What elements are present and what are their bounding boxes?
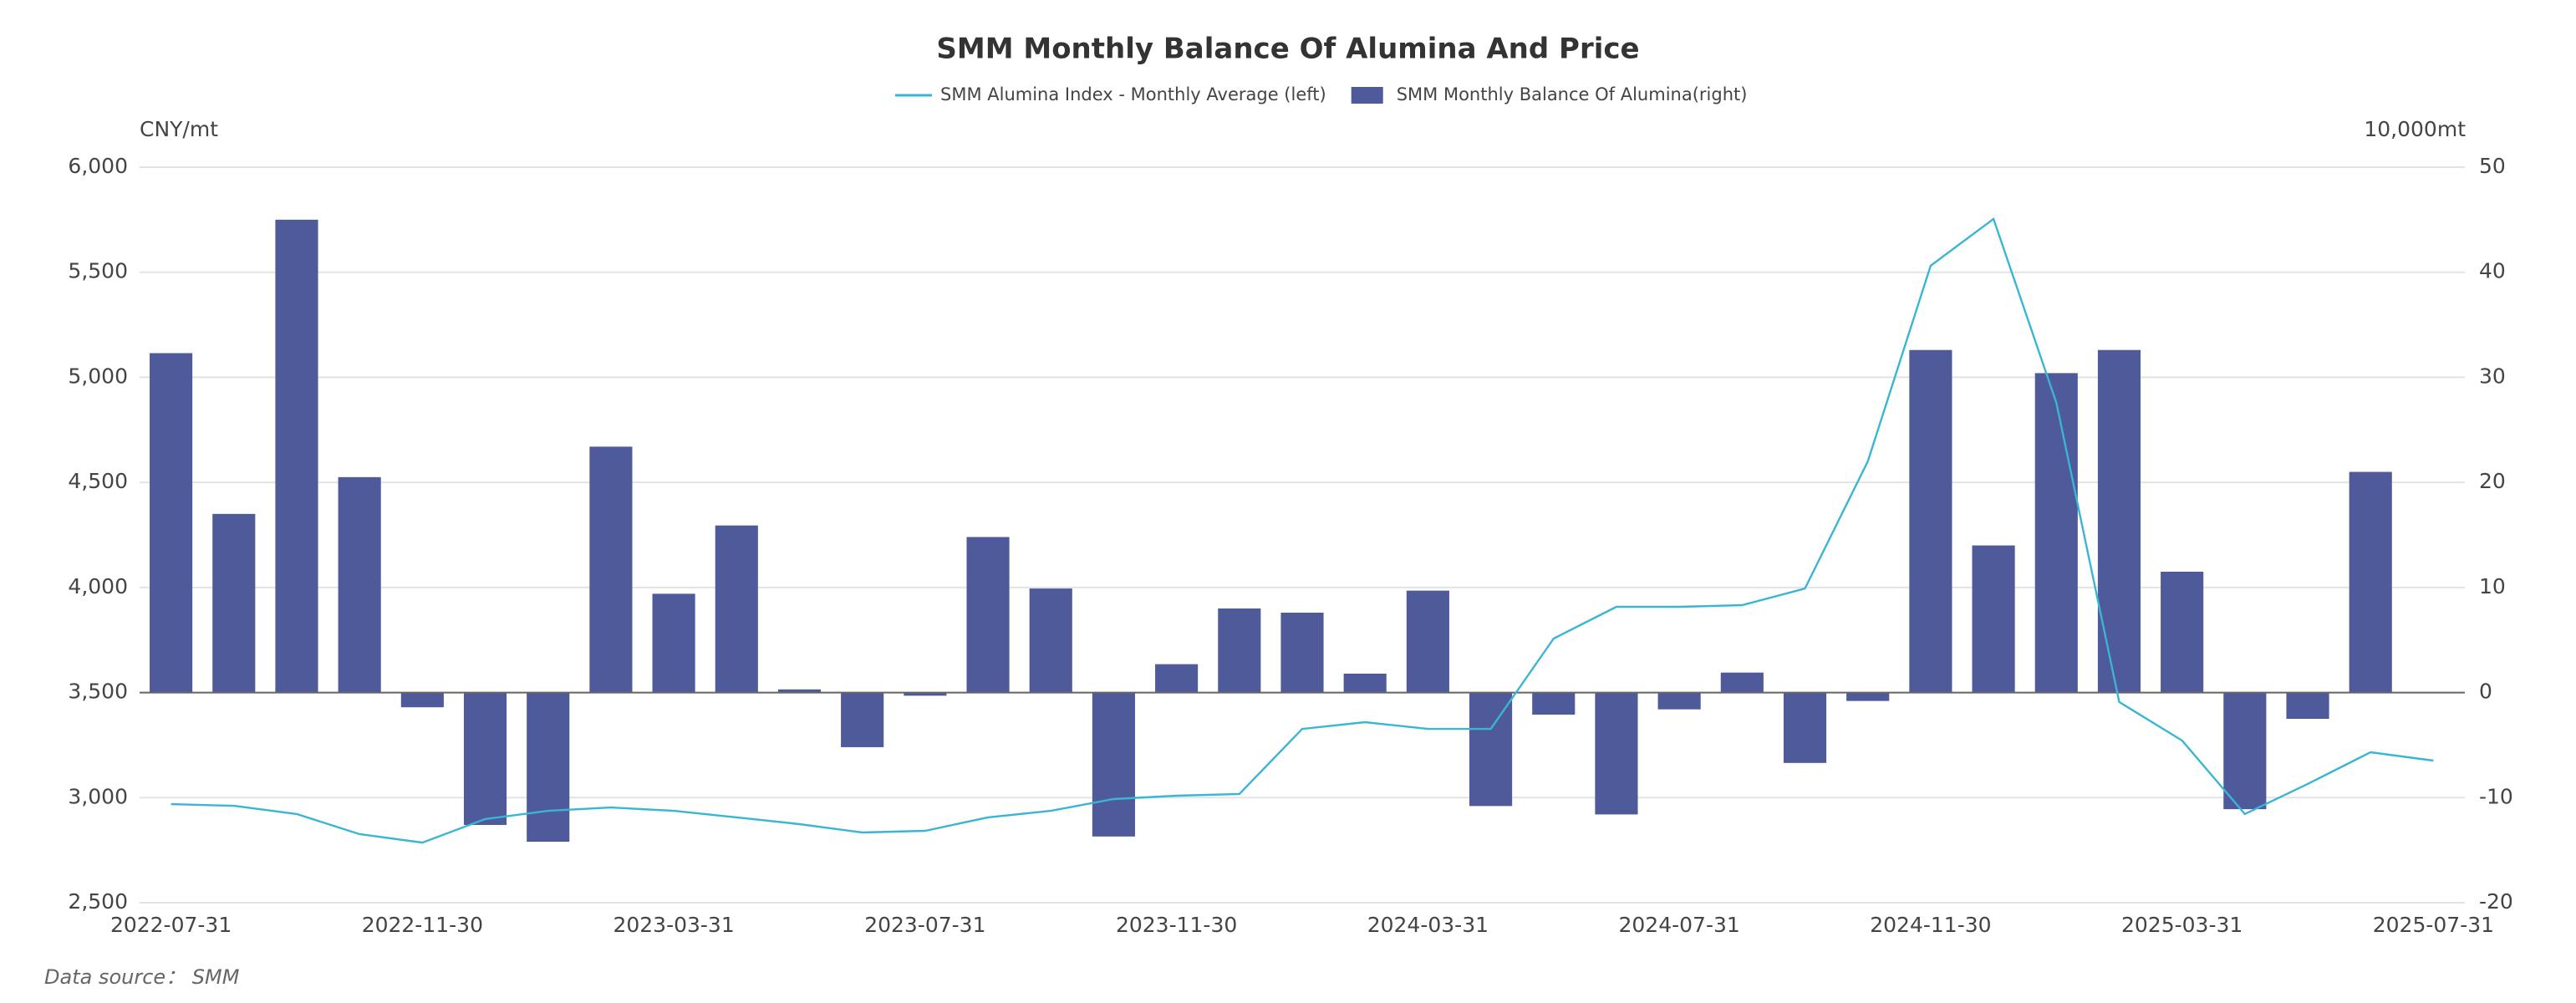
bar	[527, 692, 570, 843]
bar	[1092, 692, 1135, 837]
bar	[1029, 588, 1072, 693]
y2-tick-label: 10	[2479, 574, 2506, 598]
bar	[1657, 692, 1701, 710]
y-tick-label: 6,000	[68, 154, 128, 178]
x-tick-label: 2023-11-30	[1116, 913, 1237, 937]
bar	[966, 537, 1010, 693]
bar	[1783, 692, 1827, 763]
bar	[1532, 692, 1576, 715]
bar	[1155, 664, 1199, 693]
x-tick-label: 2024-07-31	[1618, 913, 1739, 937]
bar	[1972, 545, 2015, 693]
bar	[715, 525, 758, 693]
bar	[1720, 672, 1764, 693]
x-tick-label: 2023-07-31	[864, 913, 985, 937]
bar	[1406, 590, 1449, 693]
bar	[400, 692, 444, 708]
bar	[2034, 373, 2078, 693]
bar	[2286, 692, 2329, 719]
x-tick-label: 2024-03-31	[1367, 913, 1489, 937]
y-tick-label: 4,000	[68, 574, 128, 598]
line	[171, 216, 2434, 844]
y-tick-label: 5,000	[68, 364, 128, 388]
y2-tick-label: 50	[2479, 154, 2506, 178]
chart-title: SMM Monthly Balance Of Alumina And Price	[936, 33, 1639, 66]
bar	[1595, 692, 1638, 815]
x-tick-label: 2025-07-31	[2373, 913, 2494, 937]
data-source: Data source： SMM	[44, 965, 240, 989]
legend-label: SMM Monthly Balance Of Alumina(right)	[1397, 84, 1748, 104]
y2-tick-label: -20	[2479, 889, 2513, 914]
bar	[1218, 608, 1261, 693]
y-tick-label: 4,500	[68, 469, 128, 493]
bar	[2349, 471, 2392, 693]
y-tick-label: 3,000	[68, 784, 128, 808]
x-tick-label: 2025-03-31	[2121, 913, 2243, 937]
y-tick-label: 5,500	[68, 259, 128, 283]
y2-tick-label: 20	[2479, 469, 2506, 493]
bar	[2223, 692, 2267, 810]
y2-tick-label: -10	[2479, 784, 2513, 808]
y-tick-label: 2,500	[68, 889, 128, 914]
y-tick-label: 3,500	[68, 680, 128, 704]
bar	[841, 692, 884, 747]
bar	[463, 692, 507, 825]
y2-axis-label: 10,000mt	[2364, 117, 2466, 141]
y2-tick-label: 30	[2479, 364, 2506, 388]
bar	[1909, 349, 1952, 693]
bar	[150, 353, 193, 693]
bar	[1846, 692, 1890, 701]
bar	[275, 219, 318, 693]
bar	[904, 692, 947, 696]
bar	[777, 689, 822, 693]
bar	[212, 513, 256, 693]
bar	[589, 446, 633, 693]
bar	[652, 593, 695, 693]
y2-tick-label: 40	[2479, 259, 2506, 283]
bar	[1280, 613, 1324, 693]
bar	[2161, 572, 2204, 693]
x-tick-label: 2024-11-30	[1870, 913, 1991, 937]
y2-tick-label: 0	[2479, 680, 2492, 704]
bar	[1469, 692, 1513, 807]
x-tick-label: 2023-03-31	[613, 913, 734, 937]
x-tick-label: 2022-07-31	[110, 913, 232, 937]
y-axis-label: CNY/mt	[140, 117, 218, 141]
bar	[338, 476, 381, 693]
x-tick-label: 2022-11-30	[362, 913, 483, 937]
bar	[1343, 673, 1387, 693]
bar	[2097, 349, 2141, 693]
legend-swatch	[1351, 87, 1383, 104]
legend-label: SMM Alumina Index - Monthly Average (lef…	[940, 84, 1326, 104]
